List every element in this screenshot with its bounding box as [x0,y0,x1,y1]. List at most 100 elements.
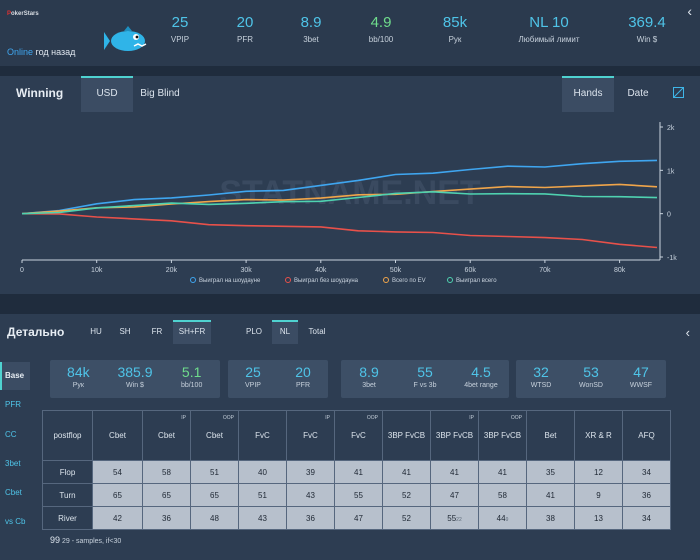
stat-label: WWSF [629,382,653,389]
column-header[interactable]: 3BP FvCB [382,410,431,461]
stat-value: 20 [236,14,254,31]
stat-label: bb/100 [368,35,394,44]
stat-label: 3bet [303,35,319,44]
legend-item[interactable]: Выиграл на шоудауне [190,277,260,284]
stat-value: 25 [171,14,189,31]
tab-total[interactable]: Total [308,327,326,336]
stat-label: Win $ [126,382,144,389]
stat-cell: 47 WWSF [616,364,666,389]
column-header[interactable]: XR & R [574,410,623,461]
cell-sample-count: 9 [505,516,509,523]
tab-nl[interactable]: NL [272,320,298,344]
column-header[interactable]: postflop [42,410,93,461]
stat-label: WonSD [579,382,603,389]
legend-item[interactable]: Выиграл без шоудауна [285,277,358,284]
cell-value: 55 [354,490,363,500]
column-sup-label: OOP [510,415,522,421]
tab-fr[interactable]: FR [151,327,163,336]
stat-value: 85k [442,14,468,31]
online-status: Online год назад [7,47,76,57]
stat-cell: 55 F vs 3b [397,364,453,389]
stat-label: 3bet [362,382,376,389]
legend-item[interactable]: Всего по EV [383,277,426,284]
side-item-3bet[interactable]: 3bet [5,459,21,468]
side-item-pfr[interactable]: PFR [5,400,21,409]
x-tick-label: 40k [315,267,327,274]
tab-sh-fr[interactable]: SH+FR [173,320,211,344]
column-sup-label: IP [181,415,186,421]
cell-value: 52 [402,490,411,500]
stat-value: 8.9 [300,14,322,31]
stat-box-1: 25 VPIP 20 PFR [228,360,328,398]
legend-item[interactable]: Выиграл всего [447,277,497,284]
tab-date[interactable]: Date [627,88,649,99]
table-row: River 42 36 48 43 36 47 52 5522 449 38 13 34 [42,506,671,530]
column-header[interactable]: Cbet [92,410,143,461]
series-line-0 [21,159,658,215]
row-label: Flop [42,460,93,484]
tab-big-blind[interactable]: Big Blind [140,88,180,99]
y-tick-label: 1k [667,168,675,175]
table-cell: 36 [286,506,335,530]
header-stat-win-: 369.4 Win $ [607,14,687,44]
collapse-chevron-icon[interactable]: ‹ [685,325,690,340]
table-row: Turn 65 65 65 51 43 55 52 47 58 41 9 36 [42,483,671,507]
tab-hands[interactable]: Hands [562,76,614,112]
stat-label: 4bet range [464,382,498,389]
table-cell: 65 [190,483,239,507]
stat-value: 20 [295,364,311,380]
tab-plo[interactable]: PLO [245,327,262,336]
legend-dot-icon [190,277,196,283]
player-header: PokerStars Online год назад 25 VPIP 20 PFR 8… [0,0,700,66]
column-header[interactable]: Bet [526,410,575,461]
stat-value: 84k [67,364,90,380]
cell-value: 41 [450,467,459,477]
x-tick-label: 70k [539,267,551,274]
tab-sh[interactable]: SH [119,327,131,336]
column-header-label: Cbet [206,431,223,440]
table-cell: 41 [430,460,479,484]
table-cell: 47 [334,506,383,530]
side-item-base[interactable]: Base [0,362,30,390]
column-header-label: XR & R [585,431,612,440]
cell-value: 38 [546,513,555,523]
stat-value: 32 [533,364,549,380]
table-cell: 43 [286,483,335,507]
column-header[interactable]: FvC IP [286,410,335,461]
column-header[interactable]: FvC [238,410,287,461]
column-sup-label: OOP [222,415,234,421]
legend-dot-icon [383,277,389,283]
cell-value: 54 [113,467,122,477]
table-cell: 42 [92,506,143,530]
side-item-vs-cb[interactable]: vs Cb [5,517,26,526]
table-cell: 52 [382,506,431,530]
table-cell: 9 [574,483,623,507]
column-header[interactable]: 3BP FvCB IP [430,410,479,461]
column-header[interactable]: FvC OOP [334,410,383,461]
row-label: Turn [42,483,93,507]
column-header[interactable]: AFQ [622,410,671,461]
cell-value: 51 [258,490,267,500]
column-header[interactable]: Cbet OOP [190,410,239,461]
table-cell: 48 [190,506,239,530]
table-row: Flop 54 58 51 40 39 41 41 41 41 35 12 34 [42,460,671,484]
table-cell: 13 [574,506,623,530]
stat-value: 4.5 [471,364,491,380]
cell-value: 47 [450,490,459,500]
column-header[interactable]: 3BP FvCB OOP [478,410,527,461]
cell-value: 34 [642,467,651,477]
cell-value: 43 [258,513,267,523]
cell-value: 41 [402,467,411,477]
stat-value: NL 10 [529,14,569,31]
table-cell: 52 [382,483,431,507]
table-cell: 12 [574,460,623,484]
column-header[interactable]: Cbet IP [142,410,191,461]
collapse-chevron-icon[interactable]: ‹ [687,3,692,19]
column-header-label: 3BP FvCB [483,431,522,440]
expand-icon[interactable] [673,87,684,98]
tab-usd[interactable]: USD [81,76,133,112]
tab-hu[interactable]: HU [90,327,102,336]
side-item-cc[interactable]: CC [5,430,17,439]
side-item-cbet[interactable]: Cbet [5,488,22,497]
stat-box-3: 32 WTSD 53 WonSD 47 WWSF [516,360,666,398]
